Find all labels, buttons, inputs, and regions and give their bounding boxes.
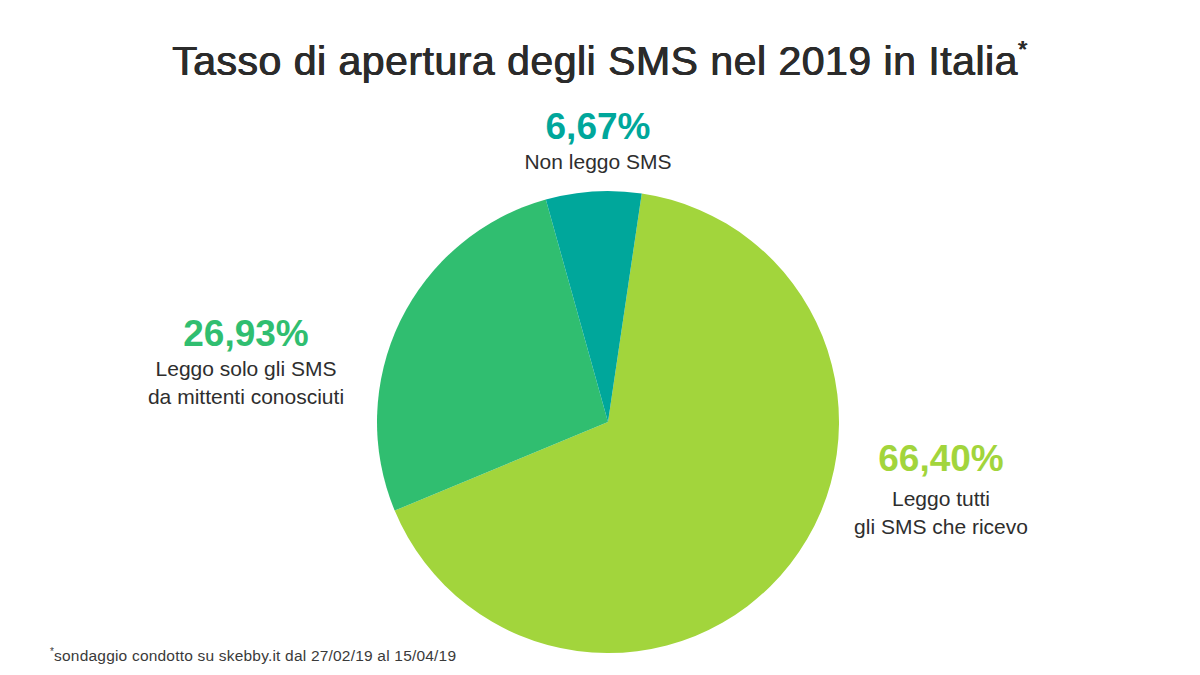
infographic: Tasso di apertura degli SMS nel 2019 in …: [0, 0, 1200, 675]
label-leggo-tutti: 66,40% Leggo tutti gli SMS che ricevo: [854, 440, 1028, 541]
label-leggo-solo-line1: Leggo solo gli SMS: [148, 355, 344, 383]
label-leggo-tutti-line1: Leggo tutti: [854, 485, 1028, 513]
label-leggo-solo-line2: da mittenti conosciuti: [148, 383, 344, 411]
value-leggo-solo: 26,93%: [148, 315, 344, 353]
label-leggo-tutti-line2: gli SMS che ricevo: [854, 513, 1028, 541]
value-leggo-tutti: 66,40%: [854, 440, 1028, 478]
label-non-leggo-sms: 6,67% Non leggo SMS: [524, 108, 671, 176]
footnote: *sondaggio condotto su skebby.it dal 27/…: [50, 646, 456, 665]
label-non-leggo-text: Non leggo SMS: [524, 148, 671, 176]
label-leggo-solo: 26,93% Leggo solo gli SMS da mittenti co…: [148, 315, 344, 411]
value-non-leggo: 6,67%: [524, 108, 671, 146]
